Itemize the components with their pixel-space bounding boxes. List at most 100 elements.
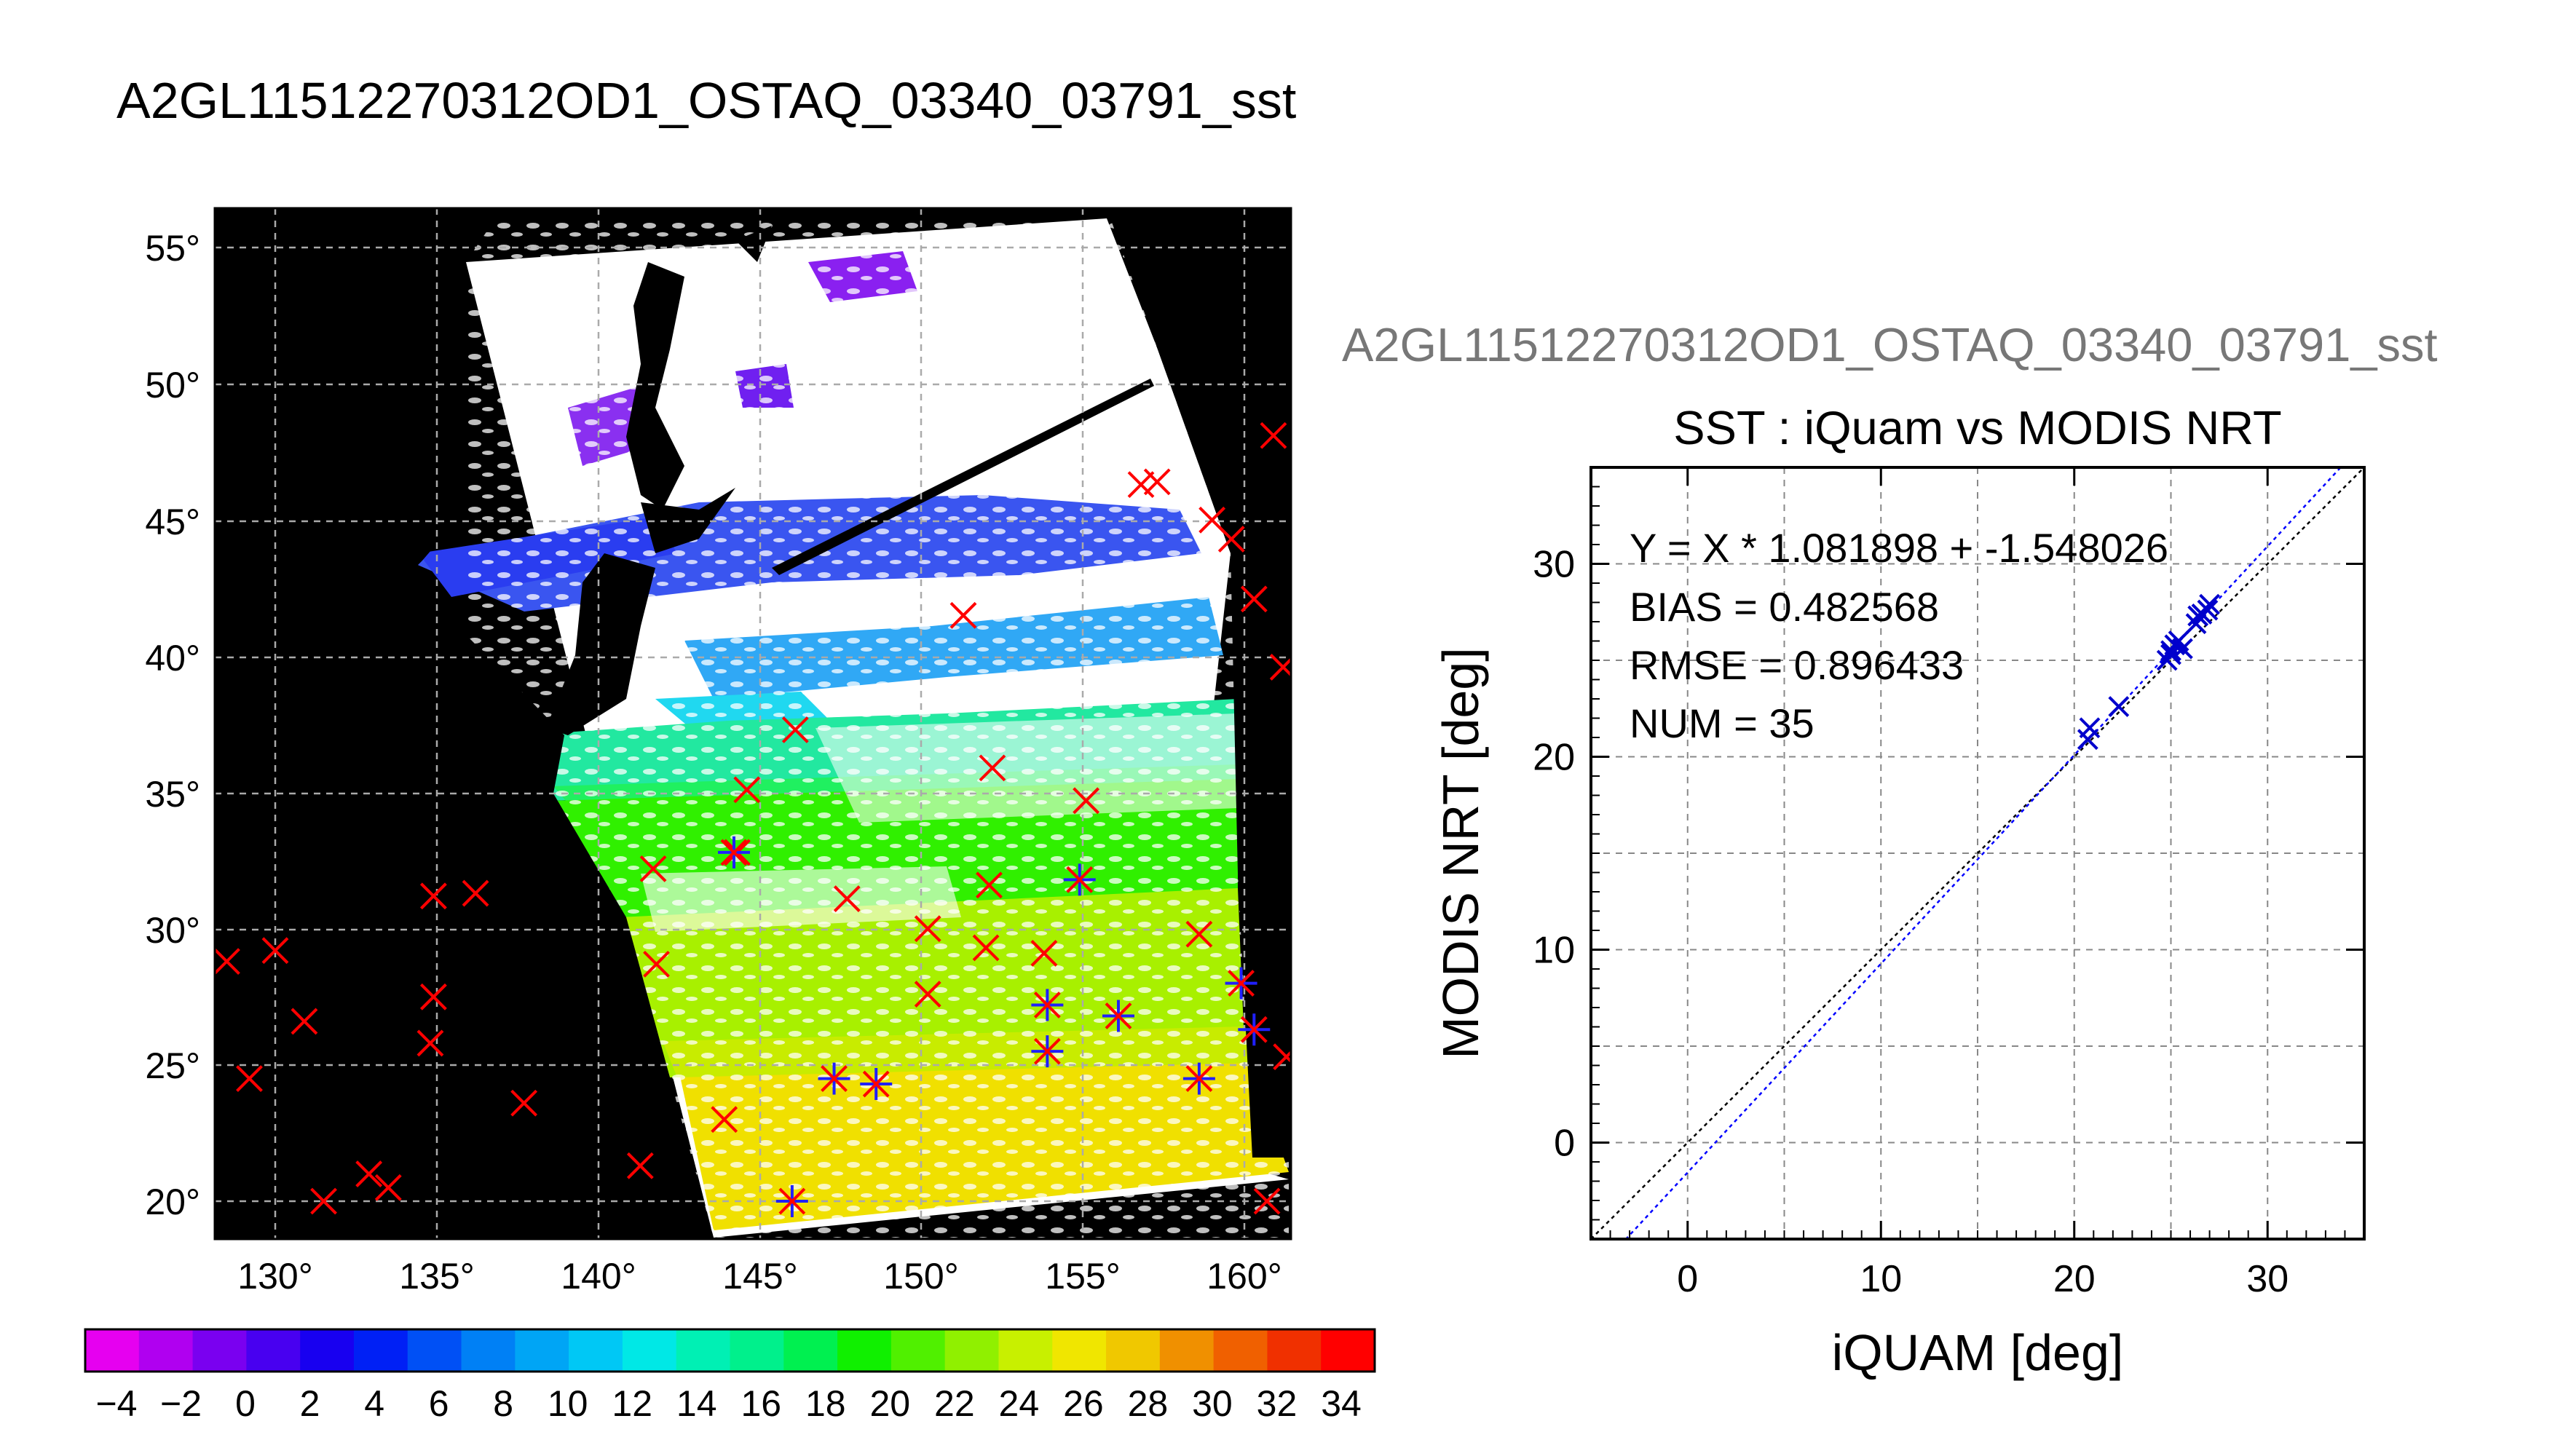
lon-tick-label: 140° — [561, 1256, 636, 1297]
map-marker-x — [862, 1070, 890, 1098]
colorbar-tick-label: 12 — [612, 1383, 652, 1424]
colorbar-tick-label: 20 — [870, 1383, 911, 1424]
lon-tick-label: 130° — [237, 1256, 312, 1297]
colorbar-tick-label: 4 — [364, 1383, 384, 1424]
lat-tick-label: 50° — [145, 365, 200, 405]
map-marker-x — [1033, 1037, 1061, 1065]
map-marker-x — [914, 915, 941, 943]
regression-equation: Y = X * 1.081898 + -1.548026 — [1630, 525, 2168, 571]
map-marker-x — [949, 601, 977, 629]
map-marker-matched — [1238, 1013, 1271, 1046]
map-marker-matched — [775, 1185, 808, 1217]
colorbar-segment — [944, 1329, 999, 1372]
page-title: A2GL11512270312OD1_OSTAQ_03340_03791_sst — [117, 72, 1296, 129]
map-marker-x — [419, 882, 447, 910]
chart-title: SST : iQuam vs MODIS NRT — [1673, 401, 2282, 454]
regression-line — [1624, 467, 2342, 1239]
lon-tick-label: 145° — [722, 1256, 797, 1297]
map-marker-x — [1273, 1043, 1291, 1071]
map-marker-x — [236, 1065, 263, 1092]
colorbar-tick-label: 8 — [493, 1383, 513, 1424]
lat-tick-label: 45° — [145, 502, 200, 542]
rmse-stat: RMSE = 0.896433 — [1630, 642, 1964, 688]
lon-tick-label: 150° — [883, 1256, 958, 1297]
colorbar-segment — [138, 1329, 194, 1372]
colorbar-tick-label: 34 — [1321, 1383, 1362, 1424]
data-point — [2077, 729, 2098, 751]
map-marker-x — [972, 934, 1000, 962]
colorbar-tick-label: 0 — [235, 1383, 256, 1424]
map-marker-x — [1240, 585, 1268, 613]
map-marker-matched — [860, 1068, 893, 1101]
map-marker-x — [355, 1160, 383, 1187]
map-marker-x — [720, 839, 748, 866]
lon-tick-label: 155° — [1045, 1256, 1120, 1297]
map-marker-x — [1030, 939, 1058, 967]
data-point — [2199, 593, 2221, 615]
data-point — [2197, 599, 2219, 621]
colorbar-tick-label: 22 — [934, 1383, 975, 1424]
map-markers — [215, 422, 1291, 1217]
colorbar-segment — [730, 1329, 784, 1372]
colorbar-segment — [1267, 1329, 1322, 1372]
stats-box: Y = X * 1.081898 + -1.548026 BIAS = 0.48… — [1630, 525, 2168, 746]
map-grid — [215, 208, 1291, 1239]
map-marker-x — [1143, 468, 1171, 496]
map-marker-x — [1185, 920, 1213, 948]
colorbar-segment — [837, 1329, 892, 1372]
y-tick-label: 0 — [1554, 1123, 1575, 1165]
colorbar-tick-label: −2 — [160, 1383, 202, 1424]
map-marker-x — [310, 1187, 337, 1215]
data-point — [2172, 638, 2193, 660]
map-marker-matched — [818, 1062, 850, 1095]
map-marker-matched — [1225, 967, 1257, 1000]
colorbar-tick-label: 6 — [429, 1383, 449, 1424]
colorbar-tick-label: 28 — [1128, 1383, 1169, 1424]
colorbar-segment — [407, 1329, 462, 1372]
y-tick-label: 20 — [1533, 737, 1575, 779]
map-marker-x — [416, 1029, 444, 1057]
map-marker-x — [639, 855, 667, 882]
lat-tick-label: 55° — [145, 228, 200, 269]
colorbar-segment — [515, 1329, 569, 1372]
map-marker-matched — [1031, 989, 1064, 1021]
map-marker-x — [1066, 866, 1094, 893]
map-marker-x — [781, 716, 809, 743]
map-marker-matched — [1031, 1035, 1064, 1068]
colorbar-segment — [783, 1329, 838, 1372]
colorbar-segment — [1213, 1329, 1268, 1372]
colorbar-segment — [192, 1329, 247, 1372]
map-marker-x — [1185, 1065, 1213, 1092]
colorbar-tick-label: 16 — [741, 1383, 781, 1424]
colorbar-segment — [676, 1329, 730, 1372]
map-marker-x — [462, 879, 489, 907]
y-tick-label: 30 — [1533, 544, 1575, 586]
scatter-grid — [1591, 467, 2364, 1239]
colorbar-tick-label: 10 — [548, 1383, 588, 1424]
y-axis-label: MODIS NRT [deg] — [1432, 647, 1489, 1059]
map-marker-x — [1217, 526, 1245, 553]
lon-tick-label: 135° — [399, 1256, 474, 1297]
scatter-panel: A2GL11512270312OD1_OSTAQ_03340_03791_sst… — [1342, 318, 2438, 1381]
lat-tick-label: 40° — [145, 638, 200, 678]
colorbar-tick-label: 32 — [1257, 1383, 1298, 1424]
colorbar-tick-label: 2 — [300, 1383, 320, 1424]
map-marker-x — [976, 871, 1003, 899]
colorbar-segment — [622, 1329, 677, 1372]
map-marker-x — [1253, 1187, 1281, 1215]
map-marker-x — [1240, 1016, 1268, 1043]
map-marker-x — [291, 1008, 318, 1035]
colorbar-segment — [461, 1329, 516, 1372]
map-marker-x — [979, 754, 1006, 782]
lat-tick-label: 20° — [145, 1182, 200, 1222]
colorbar-segment — [246, 1329, 301, 1372]
lat-tick-label: 25° — [145, 1045, 200, 1086]
map-marker-matched — [1102, 1000, 1134, 1032]
num-stat: NUM = 35 — [1630, 700, 1814, 746]
x-tick-label: 20 — [2053, 1258, 2096, 1300]
x-tick-label: 30 — [2246, 1258, 2289, 1300]
map-marker-x — [1105, 1002, 1132, 1029]
colorbar-labels: −4 −2 0 2 4 6 8 10 12 14 16 18 20 22 24 26 28 30 32 34 — [95, 1383, 1361, 1424]
map-marker-matched — [1182, 1062, 1215, 1095]
